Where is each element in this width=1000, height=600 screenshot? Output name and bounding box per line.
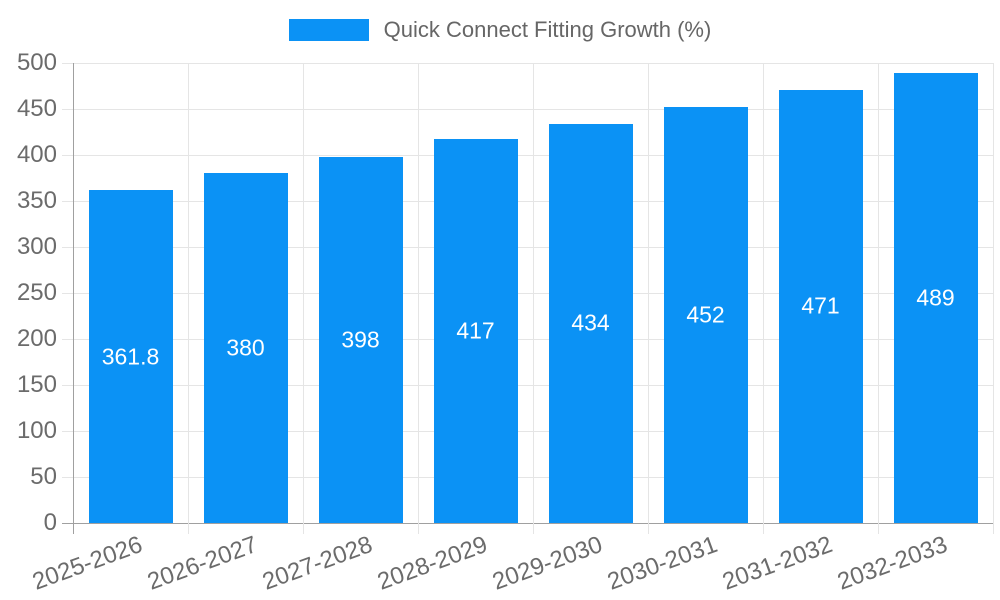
y-axis-tick-label: 100: [16, 417, 57, 444]
bar-value-label: 361.8: [101, 343, 160, 370]
x-gridline: [763, 63, 764, 523]
x-axis-tick-label: 2032-2033: [833, 531, 951, 596]
x-gridline: [533, 63, 534, 523]
y-axis-tick-label: 150: [16, 371, 57, 398]
y-axis-tick-label: 50: [30, 463, 57, 490]
x-axis-tick: [418, 523, 419, 534]
x-axis-tick: [993, 523, 994, 534]
bar-value-label: 489: [916, 284, 955, 311]
x-gridline: [878, 63, 879, 523]
y-axis-tick: [62, 63, 73, 64]
bar[interactable]: [893, 73, 978, 523]
bar[interactable]: [88, 190, 173, 523]
y-axis-tick: [62, 431, 73, 432]
y-axis-tick-label: 250: [16, 279, 57, 306]
x-axis-tick: [763, 523, 764, 534]
y-axis-tick-label: 400: [16, 141, 57, 168]
x-axis-tick-label: 2026-2027: [143, 531, 261, 596]
y-axis-tick: [62, 523, 73, 524]
bar[interactable]: [433, 139, 518, 523]
y-axis-tick: [62, 385, 73, 386]
x-axis-tick-label: 2027-2028: [258, 531, 376, 596]
y-axis-tick-label: 300: [16, 233, 57, 260]
y-axis-tick: [62, 109, 73, 110]
y-axis-tick: [62, 339, 73, 340]
bar[interactable]: [663, 107, 748, 523]
bar[interactable]: [318, 156, 403, 523]
legend-swatch: [288, 19, 369, 41]
x-axis-tick: [73, 523, 74, 534]
x-axis-tick: [533, 523, 534, 534]
x-axis-tick-label: 2029-2030: [488, 531, 606, 596]
bar-value-label: 380: [226, 334, 265, 361]
y-axis-tick-label: 500: [16, 49, 57, 76]
y-axis-tick: [62, 477, 73, 478]
y-axis-tick: [62, 293, 73, 294]
y-axis-tick-label: 200: [16, 325, 57, 352]
bar[interactable]: [778, 89, 863, 523]
x-gridline: [993, 63, 994, 523]
bar-value-label: 452: [686, 301, 725, 328]
bar[interactable]: [203, 173, 288, 523]
x-axis-tick: [648, 523, 649, 534]
y-axis-tick-label: 0: [43, 509, 57, 536]
y-axis-tick-label: 350: [16, 187, 57, 214]
y-axis-tick: [62, 201, 73, 202]
legend-label: Quick Connect Fitting Growth (%): [383, 17, 712, 42]
x-axis-tick-label: 2030-2031: [603, 531, 721, 596]
x-axis-tick: [878, 523, 879, 534]
bar-value-label: 417: [456, 317, 495, 344]
x-axis-tick: [188, 523, 189, 534]
x-axis-tick-label: 2028-2029: [373, 531, 491, 596]
y-axis-tick: [62, 155, 73, 156]
x-axis-tick: [303, 523, 304, 534]
x-gridline: [418, 63, 419, 523]
bar-value-label: 471: [801, 292, 840, 319]
bar-value-label: 398: [341, 326, 380, 353]
x-gridline: [648, 63, 649, 523]
x-axis-tick-label: 2025-2026: [28, 531, 146, 596]
x-gridline: [188, 63, 189, 523]
x-gridline: [73, 63, 74, 523]
y-axis-tick: [62, 247, 73, 248]
bar[interactable]: [548, 123, 633, 523]
y-axis-tick-label: 450: [16, 95, 57, 122]
x-axis-tick-label: 2031-2032: [718, 531, 836, 596]
x-gridline: [303, 63, 304, 523]
bar-value-label: 434: [571, 309, 610, 336]
legend[interactable]: Quick Connect Fitting Growth (%): [0, 17, 1000, 43]
